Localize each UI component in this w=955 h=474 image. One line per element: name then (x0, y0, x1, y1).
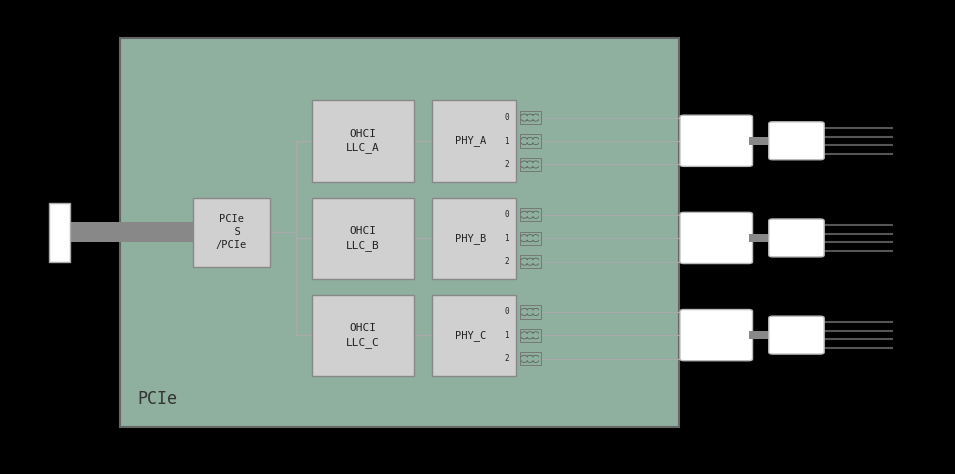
Text: 2: 2 (504, 257, 509, 266)
FancyBboxPatch shape (312, 100, 414, 182)
Text: 0: 0 (504, 113, 509, 122)
FancyBboxPatch shape (432, 295, 516, 376)
FancyBboxPatch shape (432, 100, 516, 182)
FancyBboxPatch shape (769, 316, 824, 354)
Text: 2: 2 (504, 355, 509, 363)
FancyBboxPatch shape (749, 234, 773, 242)
FancyBboxPatch shape (520, 111, 541, 124)
Text: OHCI
LLC_C: OHCI LLC_C (346, 323, 380, 348)
FancyBboxPatch shape (520, 158, 541, 171)
FancyBboxPatch shape (769, 122, 824, 160)
Text: PHY_A: PHY_A (455, 136, 486, 146)
FancyBboxPatch shape (520, 305, 541, 319)
FancyBboxPatch shape (520, 135, 541, 148)
FancyBboxPatch shape (680, 310, 753, 361)
FancyBboxPatch shape (680, 115, 753, 166)
FancyBboxPatch shape (520, 352, 541, 365)
Text: 2: 2 (504, 160, 509, 169)
Text: 1: 1 (504, 137, 509, 146)
FancyBboxPatch shape (769, 219, 824, 257)
FancyBboxPatch shape (120, 38, 679, 427)
FancyBboxPatch shape (749, 137, 773, 145)
Text: PHY_B: PHY_B (455, 233, 486, 244)
Text: PCIe
  S
/PCIe: PCIe S /PCIe (216, 214, 247, 250)
FancyBboxPatch shape (520, 208, 541, 221)
Text: 0: 0 (504, 308, 509, 316)
Text: PHY_C: PHY_C (455, 330, 486, 341)
Text: 1: 1 (504, 331, 509, 340)
FancyBboxPatch shape (432, 198, 516, 279)
FancyBboxPatch shape (312, 198, 414, 279)
FancyBboxPatch shape (70, 222, 196, 242)
Text: PCIe: PCIe (138, 390, 178, 408)
FancyBboxPatch shape (193, 198, 270, 267)
Text: 1: 1 (504, 234, 509, 243)
FancyBboxPatch shape (312, 295, 414, 376)
FancyBboxPatch shape (520, 329, 541, 342)
FancyBboxPatch shape (749, 331, 773, 339)
Text: OHCI
LLC_A: OHCI LLC_A (346, 128, 380, 154)
Text: OHCI
LLC_B: OHCI LLC_B (346, 226, 380, 251)
Text: 0: 0 (504, 210, 509, 219)
FancyBboxPatch shape (49, 203, 70, 262)
FancyBboxPatch shape (520, 255, 541, 268)
FancyBboxPatch shape (520, 232, 541, 245)
FancyBboxPatch shape (680, 212, 753, 264)
